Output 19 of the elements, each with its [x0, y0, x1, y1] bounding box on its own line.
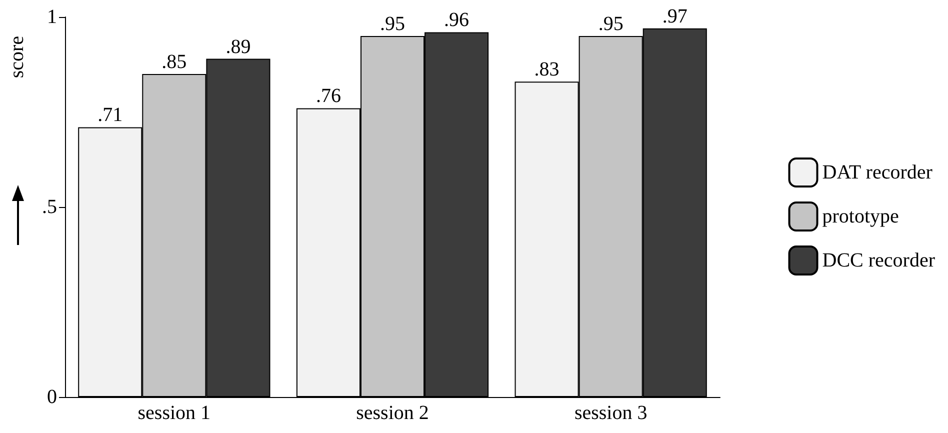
data-label: .85: [162, 51, 187, 73]
y-tick-label: 1: [47, 6, 57, 28]
data-label: .96: [444, 9, 470, 32]
data-label: .76: [316, 85, 341, 108]
x-tick-label: session 3: [574, 402, 648, 424]
data-label: .83: [534, 58, 560, 81]
y-tick-label: 0: [47, 386, 57, 408]
y-axis-title: score: [6, 36, 28, 78]
data-label: .71: [98, 104, 123, 126]
legend-label: DCC recorder: [822, 250, 936, 272]
y-tick-label: .5: [42, 196, 57, 218]
data-label: .97: [662, 5, 688, 28]
x-tick-label: session 1: [138, 402, 211, 424]
legend-label: prototype: [822, 206, 900, 228]
data-label: .95: [598, 13, 624, 35]
data-label: .89: [226, 36, 251, 58]
x-tick-label: session 2: [356, 402, 429, 424]
legend-label: DAT recorder: [822, 162, 933, 184]
data-label: .95: [380, 13, 405, 35]
